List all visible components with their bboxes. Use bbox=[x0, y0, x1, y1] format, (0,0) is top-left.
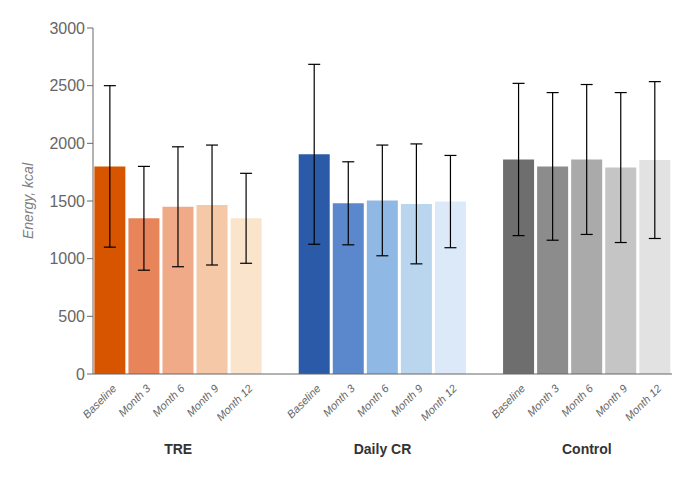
svg-text:Month 9: Month 9 bbox=[184, 382, 221, 419]
svg-text:Month 3: Month 3 bbox=[116, 381, 153, 418]
svg-text:TRE: TRE bbox=[164, 441, 192, 457]
svg-text:Month 3: Month 3 bbox=[320, 381, 357, 418]
svg-text:Month 3: Month 3 bbox=[525, 381, 562, 418]
svg-text:Month 12: Month 12 bbox=[623, 382, 664, 423]
svg-text:Control: Control bbox=[562, 441, 612, 457]
svg-text:Baseline: Baseline bbox=[489, 382, 527, 420]
svg-text:Month 6: Month 6 bbox=[150, 381, 187, 418]
svg-text:Month 12: Month 12 bbox=[418, 382, 459, 423]
svg-text:0: 0 bbox=[76, 366, 85, 383]
svg-text:Month 9: Month 9 bbox=[388, 382, 425, 419]
svg-text:1500: 1500 bbox=[49, 193, 85, 210]
svg-text:Daily CR: Daily CR bbox=[354, 441, 412, 457]
svg-text:Baseline: Baseline bbox=[80, 382, 118, 420]
svg-text:Month 9: Month 9 bbox=[592, 382, 630, 419]
svg-text:Month 6: Month 6 bbox=[559, 381, 596, 418]
svg-text:Energy, kcal: Energy, kcal bbox=[20, 162, 36, 239]
svg-text:2500: 2500 bbox=[49, 77, 85, 94]
svg-text:2000: 2000 bbox=[49, 135, 85, 152]
svg-text:Month 12: Month 12 bbox=[214, 382, 255, 423]
svg-text:1000: 1000 bbox=[49, 250, 85, 267]
svg-text:500: 500 bbox=[58, 308, 85, 325]
svg-text:3000: 3000 bbox=[49, 20, 85, 37]
svg-text:Month 6: Month 6 bbox=[354, 381, 391, 418]
svg-text:Baseline: Baseline bbox=[285, 382, 323, 420]
